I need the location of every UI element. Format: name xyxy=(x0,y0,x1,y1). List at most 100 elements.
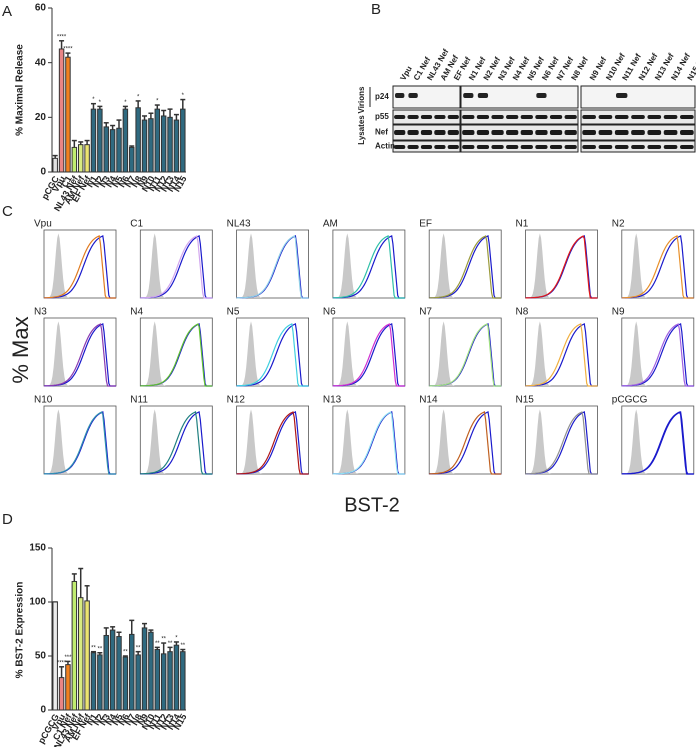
x-tick-label: N1 xyxy=(85,174,99,189)
significance: **** xyxy=(63,47,73,53)
plot-title: pCGCG xyxy=(612,395,648,406)
band xyxy=(447,115,459,119)
band xyxy=(434,145,446,149)
significance: ** xyxy=(91,645,96,651)
band xyxy=(535,145,548,149)
x-axis-label: BST-2 xyxy=(344,494,400,516)
y-tick-label: 20 xyxy=(35,112,47,123)
sample-histogram xyxy=(43,323,116,387)
band xyxy=(434,130,446,135)
significance: * xyxy=(175,636,178,642)
band xyxy=(614,115,629,119)
bar xyxy=(52,601,58,711)
significance: ** xyxy=(136,645,141,651)
y-tick-label: 150 xyxy=(29,543,46,554)
plot-title: N7 xyxy=(419,307,432,318)
sample-histogram xyxy=(525,235,598,299)
band xyxy=(407,145,419,149)
band xyxy=(462,130,475,135)
band xyxy=(647,115,662,119)
x-tick-label: N7 xyxy=(123,712,137,727)
bar xyxy=(154,108,161,173)
panel-letter: B xyxy=(371,1,381,18)
band xyxy=(462,115,475,119)
bar xyxy=(135,107,141,173)
band xyxy=(535,130,548,135)
bar xyxy=(160,115,167,173)
bar xyxy=(103,634,109,711)
bar xyxy=(71,580,78,711)
isotype-histogram xyxy=(44,409,116,474)
y-tick-label: 100 xyxy=(29,597,46,608)
bar xyxy=(90,652,97,711)
band xyxy=(476,115,490,119)
blot-box xyxy=(460,109,579,125)
sample-histogram xyxy=(621,323,694,387)
significance: ** xyxy=(98,646,103,652)
y-axis-label: % Max xyxy=(8,316,33,383)
bar xyxy=(135,654,141,711)
plot-title: N11 xyxy=(130,395,148,406)
bar xyxy=(167,116,173,173)
band xyxy=(536,93,547,98)
significance: *** xyxy=(64,655,72,661)
lane-label: Vpu xyxy=(398,64,413,82)
sample-histogram xyxy=(236,411,309,475)
significance: * xyxy=(137,95,140,101)
bar xyxy=(148,118,154,173)
band xyxy=(520,115,533,119)
band xyxy=(394,145,406,149)
bar xyxy=(148,631,154,711)
band xyxy=(564,130,577,135)
sample-histogram xyxy=(429,323,502,387)
band xyxy=(680,130,694,135)
band xyxy=(506,115,519,119)
blot-box xyxy=(580,85,696,109)
x-tick-label: N9 xyxy=(136,174,150,189)
bar xyxy=(129,633,135,711)
sample-histogram xyxy=(236,235,309,299)
bar xyxy=(58,48,65,173)
x-tick-label: N5 xyxy=(110,712,124,727)
band xyxy=(447,145,459,149)
bar xyxy=(58,677,65,711)
x-tick-label: N3 xyxy=(98,712,112,727)
plot-title: N13 xyxy=(323,395,342,406)
isotype-histogram xyxy=(140,409,213,474)
bar xyxy=(109,629,116,711)
plot-title: N14 xyxy=(419,395,438,406)
band xyxy=(520,130,533,135)
isotype-histogram xyxy=(236,233,309,298)
plot-title: Vpu xyxy=(34,219,52,230)
band xyxy=(582,115,596,119)
band xyxy=(680,145,694,149)
plot-title: NL43 xyxy=(227,219,251,230)
sample-histogram xyxy=(44,411,116,475)
significance: * xyxy=(182,93,185,99)
band xyxy=(506,145,519,149)
row-label: Nef xyxy=(375,128,388,137)
bar xyxy=(84,144,90,173)
x-tick-label: N6 xyxy=(117,174,131,189)
band xyxy=(647,130,662,135)
band xyxy=(614,145,629,149)
band xyxy=(491,145,504,149)
isotype-histogram xyxy=(140,321,213,386)
plot-title: N2 xyxy=(612,219,625,230)
x-tick-label: N2 xyxy=(91,174,105,189)
blot-box xyxy=(392,85,461,109)
bar xyxy=(122,656,129,711)
significance: ** xyxy=(180,643,185,649)
band xyxy=(394,130,406,135)
isotype-histogram xyxy=(429,233,502,298)
isotype-histogram xyxy=(525,409,598,474)
bar xyxy=(90,108,97,173)
band xyxy=(631,130,645,135)
panel-letter: D xyxy=(2,511,13,528)
lane-label: N15 Nef xyxy=(686,51,696,82)
bar xyxy=(141,627,148,711)
isotype-histogram xyxy=(621,321,694,386)
bar xyxy=(160,653,167,711)
band xyxy=(420,130,433,135)
band xyxy=(598,130,613,135)
